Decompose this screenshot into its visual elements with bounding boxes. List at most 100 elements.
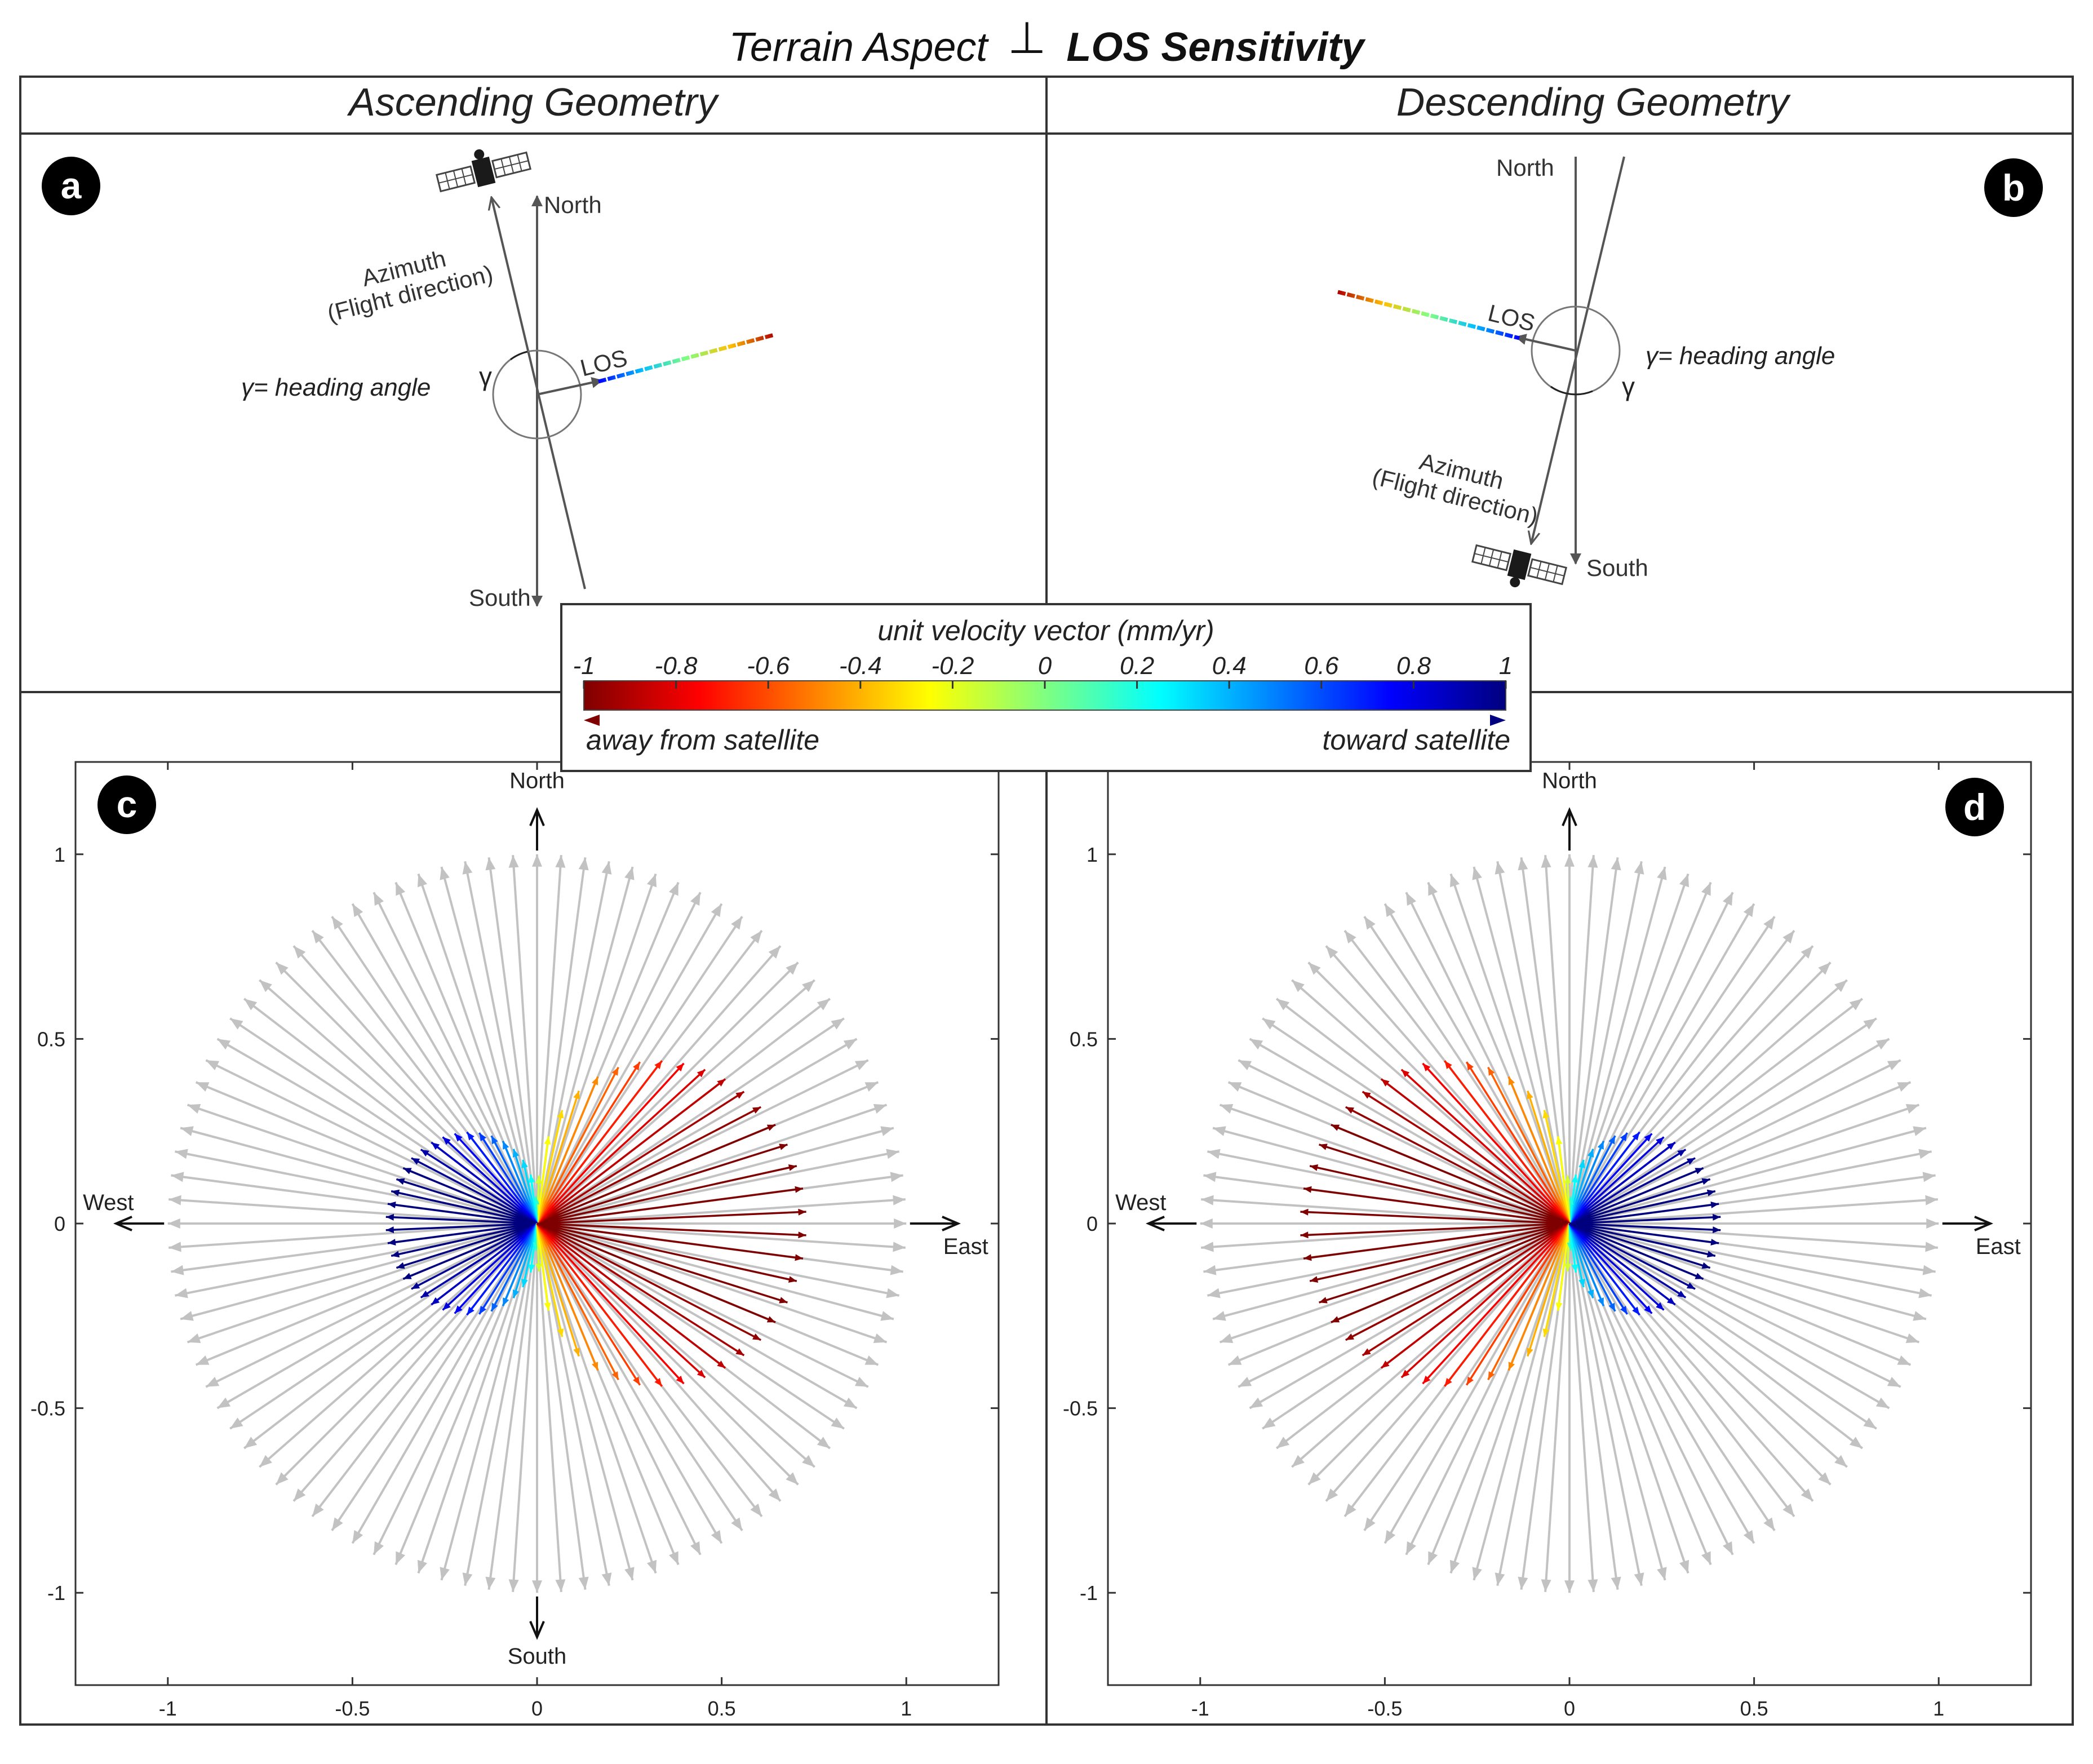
unit-vector-arrow [1291,979,1559,1215]
unit-vector-arrow [549,1230,858,1410]
sensitivity-arrow [536,1222,745,1357]
unit-vector-arrowhead [1385,1530,1396,1544]
unit-vector-arrow [168,1198,522,1224]
unit-vector-arrowhead [1863,1018,1877,1030]
unit-vector-arrowhead [1262,1018,1276,1030]
unit-vector-arrow [1578,945,1814,1213]
sensitivity-arrow [1300,1222,1570,1236]
sensitivity-arrowhead [1303,1254,1312,1261]
unit-vector-arrowhead [1913,1126,1926,1136]
sensitivity-arrow [1569,1222,1696,1290]
sensitivity-arrowhead [1466,1376,1474,1385]
unit-vector-arrowhead [1203,1265,1217,1275]
sensitivity-arrow [1465,1223,1571,1386]
unit-vector-arrowhead [831,1018,844,1030]
unit-vector-arrow [544,916,743,1212]
unit-vector-arrowhead [1722,892,1733,906]
sensitivity-arrow [1569,1222,1711,1269]
unit-vector-arrow [1249,1038,1558,1217]
unit-vector-arrowhead [352,1530,363,1544]
sensitivity-arrow [536,1222,685,1385]
sensitivity-arrowhead [1444,1378,1452,1386]
unit-vector-arrowhead [175,1288,188,1298]
unit-vector-arrow [187,1227,524,1344]
toward-satellite-label: toward satellite [1323,724,1511,756]
unit-vector-arrowhead [1925,1195,1938,1205]
sensitivity-arrowhead [1701,1178,1710,1185]
svg-text:a: a [61,165,82,206]
unit-vector-arrow [1449,1237,1566,1574]
sensitivity-arrow [1380,1222,1571,1369]
unit-vector-arrow [1544,1238,1570,1592]
unit-vector-arrowhead [768,1488,781,1501]
unit-vector-arrow [1576,1235,1776,1531]
unit-vector-arrowhead [802,979,815,992]
sensitivity-arrowhead [1706,1189,1715,1196]
y-tick-label: 1 [54,843,65,866]
sensitivity-arrowhead [633,1062,640,1071]
unit-vector-arrowhead [669,1551,679,1565]
unit-vector-arrowhead [196,1355,210,1365]
west-compass-arrowhead [1145,1216,1165,1231]
unit-vector-arrowhead [873,1103,887,1114]
unit-vector-arrowhead [1238,1376,1252,1387]
unit-vector-arrowhead [690,892,700,906]
sensitivity-arrow [490,1223,538,1312]
sensitivity-arrowhead [396,1262,405,1269]
sensitivity-arrowhead [611,1067,619,1076]
unit-vector-arrow [549,1038,858,1217]
sensitivity-arrow [454,1133,538,1225]
unit-vector-arrowhead [786,1472,799,1485]
sensitivity-arrow [1527,1223,1571,1357]
unit-vector-arrowhead [244,999,258,1010]
unit-vector-arrow [174,1225,523,1297]
unit-vector-arrow [536,855,562,1209]
unit-vector-arrowhead [768,946,781,959]
sensitivity-arrow [442,1136,538,1225]
unit-vector-arrow [1219,1227,1556,1344]
sensitivity-arrow [536,1222,804,1260]
sensitivity-arrowhead [735,1348,744,1356]
unit-vector-arrowhead [417,1559,427,1574]
sensitivity-arrow [1568,1131,1640,1225]
unit-vector-arrowhead [1887,1376,1901,1387]
unit-vector-arrow [1325,1234,1561,1502]
x-tick-label: 1 [901,1697,912,1720]
away-from-satellite-label: away from satellite [586,724,819,756]
unit-vector-arrow [216,1230,525,1410]
unit-vector-arrowhead [259,1455,272,1468]
sensitivity-arrow [1487,1223,1571,1381]
sensitivity-arrow [536,1223,564,1337]
unit-vector-arrow [1238,1059,1557,1218]
unit-vector-arrowhead [396,882,405,896]
unit-vector-arrowhead [417,874,427,888]
unit-vector-arrowhead [1905,1103,1919,1114]
unit-vector-arrowhead [1449,1559,1460,1574]
satellite-icon-a [435,149,532,193]
unit-vector-arrowhead [171,1265,184,1275]
sensitivity-arrow [1362,1091,1570,1225]
sensitivity-arrowhead [1310,1164,1319,1171]
unit-vector-arrow [1583,1226,1927,1320]
panel-label-b: b [1984,158,2043,217]
sensitivity-arrow [1557,1136,1571,1224]
sensitivity-arrow [536,1090,580,1224]
unit-vector-arrow [1212,1226,1556,1320]
los-arrow-b [1515,334,1576,352]
sensitivity-arrowhead [385,1213,394,1221]
x-tick-label: -0.5 [1367,1697,1402,1720]
sensitivity-arrowhead [1666,1142,1675,1150]
sensitivity-arrowhead [454,1305,463,1314]
unit-vector-arrowhead [1249,1397,1263,1408]
sensitivity-arrowhead [420,1149,429,1157]
sensitivity-arrow [1444,1060,1571,1225]
sensitivity-arrow [402,1167,538,1225]
unit-vector-arrowhead [1541,855,1551,868]
sensitivity-arrowhead [1620,1305,1628,1314]
sensitivity-arrow [396,1222,538,1269]
unit-vector-arrow [1584,1223,1938,1249]
unit-vector-arrowhead [1325,1488,1338,1501]
unit-vector-arrowhead [293,946,306,959]
sensitivity-arrowhead [1362,1091,1371,1099]
unit-vector-arrow [1363,916,1563,1212]
